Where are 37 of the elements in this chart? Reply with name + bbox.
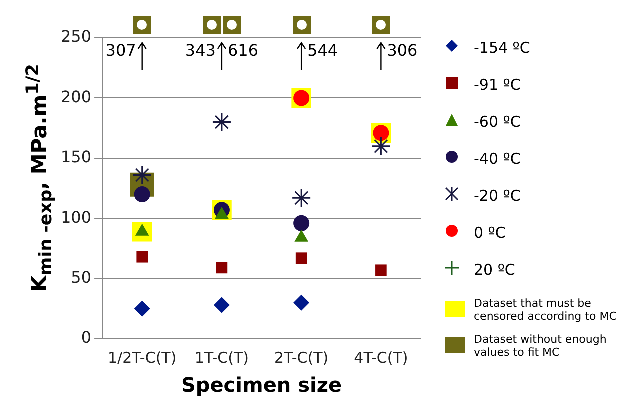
annotation: 616	[228, 41, 259, 60]
legend-label: -20 ºC	[474, 187, 521, 205]
legend-label: -91 ºC	[474, 76, 521, 94]
legend-label: 0 ºC	[474, 224, 506, 242]
point	[292, 188, 312, 208]
x-axis-title: Specimen size	[181, 373, 342, 398]
point	[212, 112, 232, 132]
point	[294, 215, 310, 232]
legend-label: -40 ºC	[474, 150, 521, 168]
point	[296, 252, 308, 264]
annotation: 544	[308, 41, 338, 60]
legend-label: -60 ºC	[474, 113, 521, 131]
point	[214, 297, 230, 314]
point	[371, 136, 391, 156]
point	[216, 262, 228, 274]
x-tick-label: 1T-C(T)	[194, 348, 250, 367]
x-tick-label: 1/2T-C(T)	[108, 348, 177, 367]
point	[294, 294, 310, 311]
annotation: 306	[387, 41, 418, 60]
point	[134, 300, 150, 317]
annotation: 307	[106, 41, 136, 60]
legend-label: Dataset without enough values to fit MC	[474, 333, 608, 359]
legend-label: Dataset that must be censored according to MC	[474, 297, 618, 323]
legend-label: 20 ºC	[474, 261, 516, 279]
y-tick-label: 0	[81, 328, 92, 348]
x-tick-label: 2T-C(T)	[274, 348, 329, 367]
y-tick-label: 100	[60, 208, 92, 227]
legend-label: -154 ºC	[474, 39, 530, 57]
y-tick-label: 200	[60, 87, 92, 106]
x-tick-label: 4T-C(T)	[354, 348, 408, 367]
point	[136, 251, 148, 263]
point	[134, 186, 150, 203]
y-tick-label: 150	[60, 148, 92, 167]
y-tick-label: 250	[60, 27, 92, 46]
point	[376, 264, 387, 276]
annotation: 343	[185, 41, 216, 60]
y-tick-label: 50	[71, 268, 92, 287]
